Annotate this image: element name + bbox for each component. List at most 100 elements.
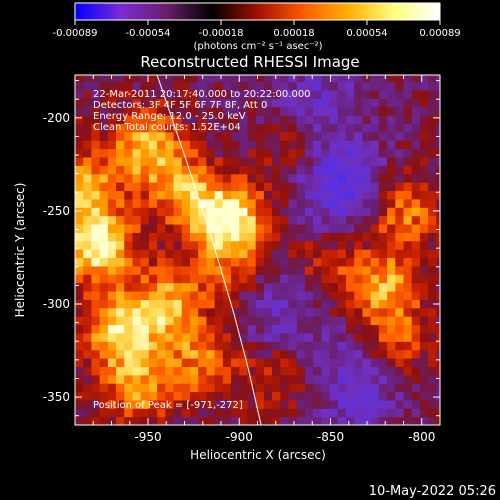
heatmap-cell	[198, 366, 207, 376]
heatmap-cell	[91, 307, 101, 317]
heatmap-cell	[354, 140, 364, 150]
heatmap-cell	[173, 366, 183, 376]
heatmap-cell	[231, 282, 240, 292]
heatmap-cell	[428, 299, 437, 309]
heatmap-cell	[362, 349, 372, 359]
heatmap-cell	[116, 399, 125, 409]
heatmap-cell	[132, 215, 142, 225]
heatmap-cell	[321, 366, 331, 376]
heatmap-cell	[395, 123, 405, 133]
heatmap-cell	[107, 316, 117, 326]
heatmap-cell	[313, 383, 322, 393]
heatmap-cell	[321, 299, 331, 309]
heatmap-cell	[99, 408, 109, 418]
heatmap-cell	[107, 374, 117, 384]
heatmap-cell	[272, 115, 281, 125]
heatmap-cell	[304, 140, 314, 150]
heatmap-cell	[288, 341, 298, 351]
heatmap-cell	[198, 349, 207, 359]
heatmap-cell	[304, 190, 314, 200]
heatmap-cell	[419, 148, 429, 158]
heatmap-cell	[198, 341, 207, 351]
heatmap-cell	[75, 416, 84, 425]
heatmap-cell	[321, 98, 331, 108]
heatmap-cell	[107, 123, 117, 133]
heatmap-cell	[99, 165, 109, 175]
heatmap-cell	[419, 265, 429, 275]
heatmap-cell	[140, 123, 150, 133]
heatmap-cell	[99, 357, 109, 367]
heatmap-cell	[428, 383, 437, 393]
heatmap-cell	[428, 182, 437, 192]
heatmap-cell	[247, 399, 257, 409]
heatmap-cell	[91, 383, 101, 393]
heatmap-cell	[280, 324, 290, 334]
heatmap-cell	[239, 391, 249, 401]
heatmap-cell	[157, 190, 166, 200]
heatmap-cell	[362, 374, 372, 384]
heatmap-cell	[181, 332, 191, 342]
heatmap-cell	[132, 81, 142, 91]
heatmap-cell	[75, 223, 84, 233]
heatmap-cell	[346, 274, 355, 284]
heatmap-cell	[165, 349, 175, 359]
heatmap-cell	[189, 223, 199, 233]
heatmap-cell	[370, 106, 380, 116]
heatmap-cell	[124, 240, 134, 250]
heatmap-cell	[107, 156, 117, 166]
heatmap-cell	[272, 75, 281, 83]
heatmap-cell	[337, 324, 347, 334]
heatmap-cell	[428, 374, 437, 384]
heatmap-cell	[403, 140, 413, 150]
heatmap-cell	[99, 89, 109, 99]
heatmap-cell	[222, 299, 232, 309]
heatmap-cell	[362, 165, 372, 175]
heatmap-cell	[395, 140, 405, 150]
heatmap-cell	[222, 249, 232, 259]
heatmap-cell	[255, 81, 265, 91]
heatmap-cell	[198, 257, 207, 267]
heatmap-cell	[247, 182, 257, 192]
heatmap-cell	[436, 274, 440, 284]
heatmap-cell	[116, 115, 125, 125]
heatmap-cell	[132, 383, 142, 393]
heatmap-cell	[255, 115, 265, 125]
heatmap-cell	[354, 89, 364, 99]
heatmap-cell	[272, 131, 281, 141]
heatmap-cell	[337, 148, 347, 158]
heatmap-cell	[148, 341, 158, 351]
heatmap-cell	[403, 416, 413, 425]
heatmap-cell	[91, 357, 101, 367]
heatmap-cell	[99, 198, 109, 208]
heatmap-cell	[198, 332, 207, 342]
heatmap-cell	[296, 106, 306, 116]
heatmap-cell	[239, 75, 249, 83]
heatmap-cell	[436, 115, 440, 125]
heatmap-cell	[198, 416, 207, 425]
heatmap-cell	[173, 290, 183, 300]
heatmap-cell	[165, 240, 175, 250]
heatmap-cell	[329, 357, 339, 367]
heatmap-cell	[436, 81, 440, 91]
heatmap-cell	[346, 299, 355, 309]
heatmap-cell	[321, 89, 331, 99]
heatmap-cell	[428, 215, 437, 225]
heatmap-cell	[181, 232, 191, 242]
heatmap-cell	[91, 391, 101, 401]
heatmap-cell	[173, 98, 183, 108]
heatmap-cell	[378, 131, 388, 141]
heatmap-cell	[354, 282, 364, 292]
heatmap-cell	[116, 232, 125, 242]
heatmap-cell	[181, 207, 191, 217]
heatmap-cell	[198, 182, 207, 192]
heatmap-cell	[107, 223, 117, 233]
heatmap-cell	[116, 249, 125, 259]
heatmap-cell	[99, 299, 109, 309]
heatmap-cell	[181, 140, 191, 150]
heatmap-cell	[280, 332, 290, 342]
heatmap-cell	[321, 316, 331, 326]
heatmap-cell	[337, 123, 347, 133]
heatmap-cell	[124, 249, 134, 259]
heatmap-cell	[272, 232, 281, 242]
heatmap-cell	[370, 240, 380, 250]
